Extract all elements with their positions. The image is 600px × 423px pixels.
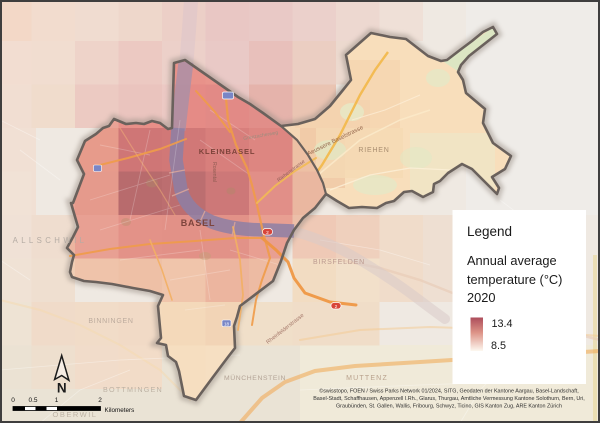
svg-text:1: 1 [55, 397, 59, 404]
svg-text:MUTTENZ: MUTTENZ [346, 375, 388, 382]
svg-text:13.4: 13.4 [492, 318, 513, 330]
svg-text:BASEL: BASEL [181, 218, 216, 228]
svg-text:Kilometers: Kilometers [105, 407, 135, 414]
svg-text:BINNINGEN: BINNINGEN [88, 318, 133, 325]
svg-text:Annual average: Annual average [467, 253, 557, 268]
svg-text:©swisstopo, FOEN / Swiss Parks: ©swisstopo, FOEN / Swiss Parks Network 0… [319, 388, 579, 395]
svg-text:18: 18 [224, 322, 230, 327]
svg-text:BOTTMINGEN: BOTTMINGEN [103, 385, 163, 394]
svg-text:temperature (°C): temperature (°C) [467, 272, 562, 287]
svg-text:2: 2 [335, 304, 338, 310]
svg-text:Legend: Legend [467, 224, 512, 239]
svg-text:Graubünden, St. Gallen, Wallis: Graubünden, St. Gallen, Wallis, Fribourg… [336, 404, 562, 410]
svg-text:ALLSCHWIL: ALLSCHWIL [13, 236, 88, 245]
svg-text:MÜNCHENSTEIN: MÜNCHENSTEIN [224, 374, 286, 382]
svg-text:RIEHEN: RIEHEN [358, 147, 389, 154]
svg-text:N: N [57, 381, 67, 396]
svg-text:Rosental: Rosental [211, 162, 217, 182]
svg-text:0.5: 0.5 [28, 397, 37, 404]
svg-text:2020: 2020 [467, 290, 495, 305]
svg-text:OBERWIL: OBERWIL [53, 410, 98, 419]
svg-text:Basel-Stadt, Schaffhausen, App: Basel-Stadt, Schaffhausen, Appenzell I.R… [313, 396, 585, 402]
svg-text:BIRSFELDEN: BIRSFELDEN [313, 259, 365, 266]
svg-text:0: 0 [11, 397, 15, 404]
svg-text:2: 2 [266, 230, 269, 236]
svg-text:2: 2 [98, 397, 102, 404]
svg-text:8.5: 8.5 [491, 340, 506, 352]
svg-text:KLEINBASEL: KLEINBASEL [199, 147, 256, 156]
